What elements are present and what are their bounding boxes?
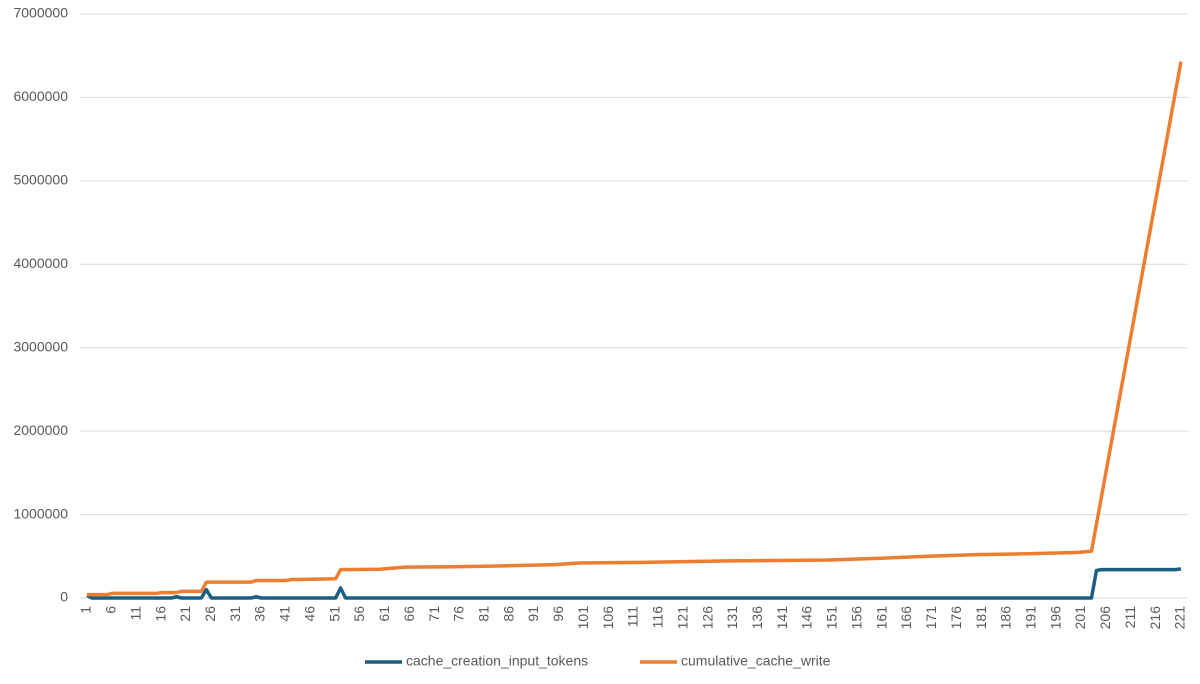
x-tick-label: 176 [948,606,964,630]
x-tick-label: 141 [774,606,790,630]
x-tick-label: 11 [127,606,143,621]
x-tick-label: 16 [152,606,168,622]
x-tick-label: 161 [873,606,889,630]
x-tick-label: 21 [177,606,193,622]
legend-label: cumulative_cache_write [681,653,831,669]
x-tick-label: 1 [78,606,94,614]
x-tick-label: 126 [699,606,715,630]
y-tick-label: 3000000 [13,338,68,354]
x-tick-label: 206 [1097,606,1113,630]
x-tick-label: 116 [650,606,666,629]
x-tick-label: 171 [923,606,939,630]
x-tick-label: 41 [277,606,293,622]
x-tick-label: 106 [600,606,616,630]
x-tick-label: 36 [252,606,268,622]
x-tick-label: 101 [575,606,591,630]
x-tick-label: 71 [426,606,442,622]
x-tick-label: 211 [1122,606,1138,629]
x-tick-label: 166 [898,606,914,630]
y-tick-label: 6000000 [13,88,68,104]
x-tick-label: 146 [799,606,815,630]
x-tick-label: 96 [550,606,566,622]
x-tick-label: 181 [973,606,989,630]
x-tick-label: 186 [998,606,1014,630]
x-tick-label: 151 [824,606,840,630]
x-tick-label: 111 [625,606,641,627]
legend-label: cache_creation_input_tokens [406,653,588,669]
x-tick-label: 6 [103,606,119,614]
x-tick-label: 86 [500,606,516,622]
x-tick-label: 91 [525,606,541,622]
y-tick-label: 4000000 [13,255,68,271]
x-tick-label: 131 [724,606,740,630]
x-tick-label: 191 [1023,606,1039,630]
x-tick-label: 136 [749,606,765,630]
x-tick-label: 76 [451,606,467,622]
y-tick-label: 1000000 [13,505,68,521]
y-tick-label: 7000000 [13,5,68,21]
x-tick-label: 46 [301,606,317,622]
x-tick-label: 196 [1047,606,1063,630]
x-tick-label: 201 [1072,606,1088,630]
x-tick-label: 51 [326,606,342,622]
x-tick-label: 31 [227,606,243,622]
series-line [87,61,1183,597]
x-tick-label: 81 [476,606,492,622]
series-line [86,567,1182,600]
x-tick-label: 156 [848,606,864,630]
x-tick-label: 61 [376,606,392,622]
x-tick-label: 221 [1172,606,1188,630]
y-tick-label: 2000000 [13,422,68,438]
x-tick-label: 66 [401,606,417,622]
y-tick-label: 0 [60,589,68,605]
x-tick-label: 56 [351,606,367,622]
y-tick-label: 5000000 [13,172,68,188]
x-tick-label: 26 [202,606,218,622]
x-tick-label: 216 [1147,606,1163,630]
x-tick-label: 121 [674,606,690,630]
